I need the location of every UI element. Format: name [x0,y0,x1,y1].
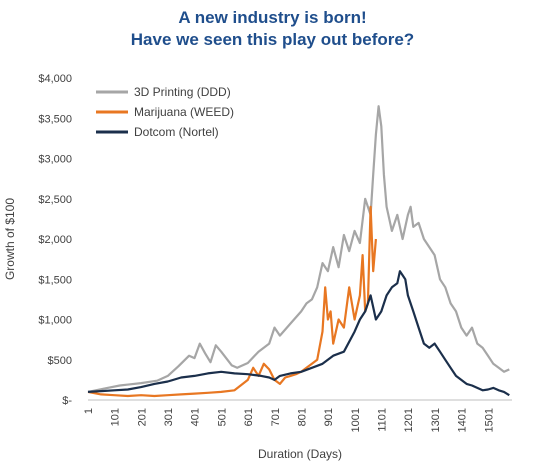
y-tick-label: $4,000 [38,73,72,85]
x-tick-label: 901 [323,408,335,426]
x-tick-label: 1501 [483,408,495,432]
x-tick-label: 201 [136,408,148,426]
x-tick-label: 701 [270,408,282,426]
x-tick-label: 801 [296,408,308,426]
chart-title: A new industry is born! [178,8,367,27]
y-tick-label: $3,000 [38,154,72,166]
x-tick-label: 101 [110,408,122,426]
y-tick-label: $1,000 [38,315,72,327]
legend-label: 3D Printing (DDD) [134,85,231,99]
series-layer [87,105,510,398]
y-axis-label: Growth of $100 [3,198,17,280]
x-tick-label: 601 [243,408,255,426]
legend-label: Marijuana (WEED) [134,105,234,119]
y-tick-label: $500 [48,355,72,367]
x-tick-label: 1 [83,408,95,414]
x-tick-label: 1301 [430,408,442,432]
x-tick-label: 1001 [350,408,362,432]
series-line-2 [87,270,510,397]
y-tick-label: $1,500 [38,274,72,286]
x-axis-ticks: 1 101 201 301 401 501 601 701 801 901 1001 1101 1201… [83,408,495,432]
legend-label: Dotcom (Nortel) [134,125,219,139]
y-tick-label: $2,500 [38,194,72,206]
y-tick-label: $2,000 [38,234,72,246]
series-line-0 [87,105,510,393]
x-tick-label: 301 [163,408,175,426]
y-tick-label: $3,500 [38,113,72,125]
x-tick-label: 1401 [457,408,469,432]
x-tick-label: 1201 [403,408,415,432]
x-tick-label: 501 [216,408,228,426]
legend: 3D Printing (DDD) Marijuana (WEED) Dotcom … [96,85,234,139]
y-tick-label: $- [62,395,72,407]
x-tick-label: 401 [190,408,202,426]
x-axis-label: Duration (Days) [258,447,342,461]
chart-subtitle: Have we seen this play out before? [130,30,415,49]
x-tick-label: 1101 [377,408,389,432]
y-axis-ticks: $- $500 $1,000 $1,500 $2,000 $2,500 $3,000 $3,5… [38,73,72,407]
series-line-1 [87,205,377,398]
